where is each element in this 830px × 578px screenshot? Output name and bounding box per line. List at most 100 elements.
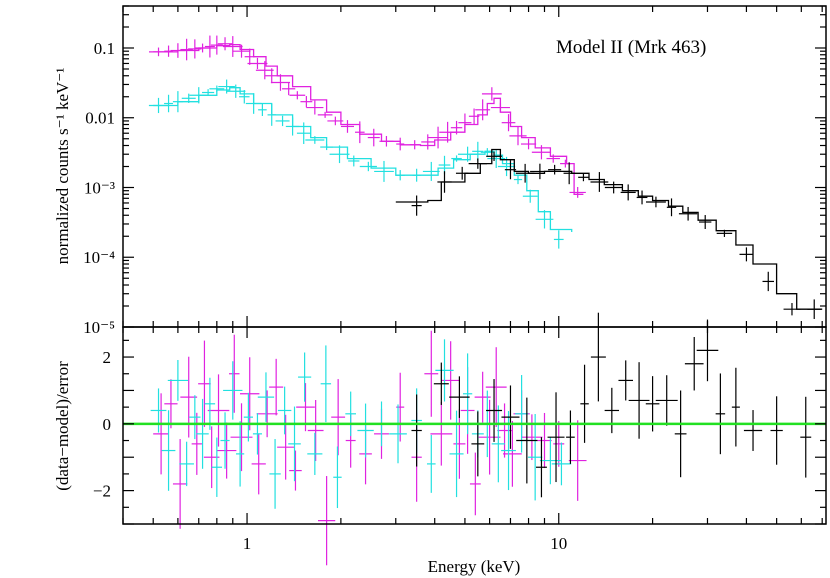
black-spectrum-point <box>807 299 822 319</box>
cyan-spectrum-point <box>553 230 564 249</box>
cyan-spectrum-point <box>226 84 246 98</box>
cyan-spectrum-point <box>285 117 300 136</box>
magenta-spectrum-point <box>222 36 243 57</box>
top-y-tick-label: 10⁻³ <box>84 178 115 197</box>
black-spectrum-point <box>563 162 575 185</box>
magenta-residuals-point <box>289 450 302 491</box>
magenta-spectrum-point <box>247 57 268 70</box>
top-panel-data <box>148 35 823 319</box>
magenta-residuals-point <box>430 402 453 466</box>
magenta-spectrum-point <box>282 82 296 96</box>
black-spectrum-point <box>762 271 774 292</box>
black-residuals-point <box>743 410 763 451</box>
black-residuals-point <box>580 364 589 443</box>
black-spectrum-point <box>468 158 488 169</box>
magenta-residuals-point <box>256 390 278 438</box>
cyan-spectrum-point <box>172 91 183 113</box>
black-residuals-point <box>433 362 449 405</box>
magenta-spectrum-point <box>439 121 456 143</box>
magenta-spectrum-point <box>458 113 472 132</box>
black-spectrum-point <box>636 190 648 205</box>
magenta-spectrum-point <box>270 74 291 91</box>
black-spectrum-point <box>411 195 422 216</box>
cyan-residuals-point <box>449 410 464 498</box>
top-y-tick-label: 10⁻⁴ <box>83 248 115 267</box>
black-residuals-point <box>618 360 634 401</box>
magenta-spectrum-point <box>475 99 491 121</box>
black-spectrum-point <box>548 164 562 175</box>
magenta-residuals-point <box>503 421 522 487</box>
axis-ticks <box>122 5 826 525</box>
magenta-spectrum-point <box>232 44 251 58</box>
black-residuals-point <box>535 437 547 498</box>
cyan-residuals-point <box>161 410 176 491</box>
magenta-residuals-point <box>269 358 284 416</box>
magenta-residuals-point <box>307 400 324 462</box>
magenta-spectrum-point <box>194 43 211 53</box>
model-annotation: Model II (Mrk 463) <box>556 37 706 58</box>
magenta-spectrum-point <box>501 114 516 132</box>
magenta-residuals-point <box>240 357 260 431</box>
magenta-spectrum-point <box>217 37 233 51</box>
cyan-residuals-point <box>345 391 357 437</box>
cyan-spectrum-point <box>296 122 311 145</box>
magenta-spectrum-point <box>509 126 527 146</box>
black-spectrum-point <box>515 163 535 183</box>
magenta-spectrum-point <box>170 43 186 58</box>
cyan-spectrum-point <box>245 93 262 114</box>
cyan-spectrum-point <box>258 103 267 117</box>
top-y-axis-title: normalized counts s⁻¹ keV⁻¹ <box>53 68 72 265</box>
black-spectrum-point <box>604 181 623 194</box>
cyan-spectrum-point <box>374 160 394 182</box>
cyan-spectrum-point <box>164 94 174 113</box>
bottom-panel-frame <box>122 326 827 525</box>
black-residuals-point <box>449 376 470 418</box>
cyan-spectrum-point <box>395 170 405 181</box>
cyan-spectrum-point <box>305 136 325 144</box>
cyan-residuals-point <box>211 437 223 497</box>
magenta-spectrum-point <box>255 61 274 80</box>
black-spectrum-point <box>783 303 801 316</box>
cyan-residuals-point <box>298 352 312 402</box>
black-spectrum-point <box>645 196 666 208</box>
magenta-residuals-point <box>396 372 405 442</box>
magenta-residuals-point <box>474 371 491 423</box>
magenta-residuals-point <box>172 439 188 529</box>
magenta-spectrum-point <box>490 102 510 113</box>
cyan-spectrum-point <box>438 155 451 175</box>
black-residuals-point <box>566 410 575 464</box>
magenta-spectrum-point <box>468 108 480 125</box>
tick-labels: 0.1 0.01 10⁻³ 10⁻⁴ 10⁻⁵ 2 0 −2 1 10 <box>83 39 567 553</box>
cyan-spectrum-point <box>522 189 538 203</box>
cyan-residuals-point <box>333 446 342 509</box>
magenta-residuals-point <box>553 420 565 467</box>
cyan-spectrum-point <box>535 210 554 229</box>
cyan-residuals-point <box>252 413 263 455</box>
black-residuals-point <box>486 379 503 442</box>
magenta-spectrum-point <box>306 100 324 115</box>
magenta-spectrum-point <box>317 111 333 118</box>
magenta-residuals-point <box>469 452 481 516</box>
magenta-residuals-point <box>453 408 466 479</box>
black-residuals-point <box>731 367 740 447</box>
black-residuals-point <box>770 396 783 465</box>
cyan-spectrum-point <box>181 93 196 103</box>
black-spectrum-point <box>678 206 698 221</box>
cyan-spectrum-point <box>348 155 360 167</box>
magenta-residuals-point <box>229 334 240 413</box>
bottom-y-tick-label: −2 <box>93 482 111 501</box>
magenta-residuals-point <box>568 420 587 501</box>
magenta-spectrum-point <box>409 140 420 150</box>
black-residuals-point <box>655 375 678 426</box>
cyan-residuals-point <box>389 404 407 464</box>
cyan-residuals-point <box>491 405 505 483</box>
cyan-residuals-point <box>551 442 572 486</box>
cyan-residuals-point <box>150 388 167 433</box>
cyan-spectrum-point <box>513 174 523 185</box>
cyan-residuals-point <box>223 361 243 420</box>
magenta-spectrum-point <box>180 38 193 61</box>
cyan-spectrum-point <box>202 89 215 96</box>
cyan-spectrum-point <box>359 161 377 172</box>
cyan-residuals-point <box>426 434 436 493</box>
top-y-tick-label: 10⁻⁵ <box>83 318 115 337</box>
